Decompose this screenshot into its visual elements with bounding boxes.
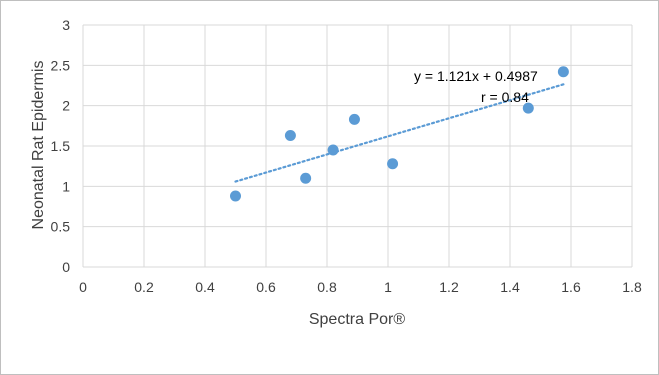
y-tick-label: 3 bbox=[62, 17, 70, 33]
x-tick-label: 1.6 bbox=[561, 279, 581, 295]
trendline bbox=[234, 83, 565, 183]
grid-lines bbox=[82, 24, 633, 268]
x-tick-label: 0 bbox=[79, 279, 87, 295]
x-axis-title: Spectra Por® bbox=[309, 311, 405, 328]
y-tick-label: 2.5 bbox=[51, 57, 71, 73]
data-point bbox=[387, 158, 399, 170]
data-point bbox=[300, 172, 312, 184]
x-tick-label: 1 bbox=[384, 279, 392, 295]
y-tick-label: 0.5 bbox=[51, 219, 71, 235]
x-tick-label: 1.4 bbox=[500, 279, 520, 295]
data-point bbox=[557, 66, 569, 78]
y-axis-title: Neonatal Rat Epidermis bbox=[30, 61, 47, 230]
y-tick-label: 1.5 bbox=[51, 138, 71, 154]
data-point bbox=[230, 190, 241, 202]
y-tick-label: 0 bbox=[62, 259, 70, 275]
x-tick-label: 1.2 bbox=[439, 279, 459, 295]
y-tick-labels: 0 0.5 1 1.5 2 2.5 3 bbox=[51, 17, 71, 275]
data-points bbox=[230, 66, 569, 202]
equation-annotation: y = 1.121x + 0.4987 bbox=[414, 68, 538, 84]
data-point bbox=[327, 144, 339, 156]
x-tick-label: 0.6 bbox=[256, 279, 276, 295]
x-tick-label: 0.4 bbox=[195, 279, 215, 295]
x-tick-label: 0.8 bbox=[317, 279, 337, 295]
x-tick-label: 0.2 bbox=[134, 279, 154, 295]
x-tick-label: 1.8 bbox=[622, 279, 642, 295]
data-point bbox=[348, 113, 360, 125]
data-point bbox=[284, 130, 296, 142]
y-tick-label: 2 bbox=[62, 98, 70, 114]
data-point bbox=[522, 102, 534, 114]
y-tick-label: 1 bbox=[62, 178, 70, 194]
r-annotation: r = 0.84 bbox=[481, 89, 529, 105]
x-tick-labels: 0 0.2 0.4 0.6 0.8 1 1.2 1.4 1.6 1.8 bbox=[79, 279, 642, 295]
